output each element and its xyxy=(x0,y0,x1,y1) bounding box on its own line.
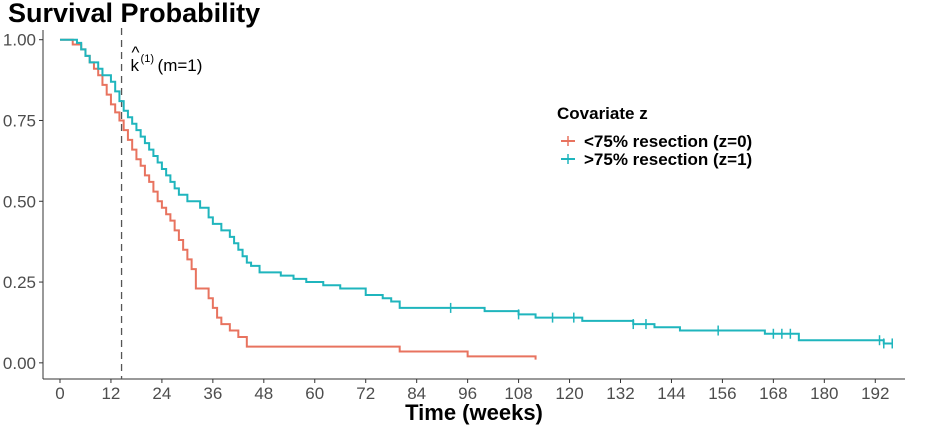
x-tick-label: 48 xyxy=(254,384,273,403)
x-tick-label: 120 xyxy=(555,384,583,403)
x-tick-label: 132 xyxy=(606,384,634,403)
y-tick-label: 0.00 xyxy=(3,354,36,373)
y-tick-label: 0.25 xyxy=(3,273,36,292)
x-tick-label: 24 xyxy=(152,384,171,403)
series-line-1 xyxy=(59,38,893,345)
legend: Covariate z <75% resection (z=0) >75% re… xyxy=(557,104,752,169)
annotation-hat: ^ xyxy=(132,43,140,62)
annotation-superscript: (1) xyxy=(141,53,154,65)
chart-title: Survival Probability xyxy=(8,0,260,28)
annotation: ^ k (1) (m=1) xyxy=(131,43,203,75)
x-tick-label: 192 xyxy=(861,384,889,403)
legend-label-series-0: <75% resection (z=0) xyxy=(584,132,752,151)
annotation-suffix: (m=1) xyxy=(158,56,203,75)
x-axis-ticks: 0 12 24 36 48 60 72 84 96 108 120 132 144 156 168 180 19… xyxy=(55,379,889,403)
x-tick-label: 72 xyxy=(356,384,375,403)
y-tick-label: 0.50 xyxy=(3,192,36,211)
x-tick-label: 84 xyxy=(407,384,426,403)
x-axis-title: Time (weeks) xyxy=(405,400,543,425)
x-tick-label: 0 xyxy=(55,384,64,403)
legend-item-series-0: <75% resection (z=0) xyxy=(561,132,752,151)
y-tick-label: 1.00 xyxy=(3,31,36,50)
x-tick-label: 108 xyxy=(504,384,532,403)
y-tick-label: 0.75 xyxy=(3,111,36,130)
legend-item-series-1: >75% resection (z=1) xyxy=(561,150,752,169)
legend-label-series-1: >75% resection (z=1) xyxy=(584,150,752,169)
annotation-k: k xyxy=(131,56,140,75)
legend-title: Covariate z xyxy=(557,104,648,123)
x-tick-label: 180 xyxy=(810,384,838,403)
x-tick-label: 96 xyxy=(458,384,477,403)
x-tick-label: 60 xyxy=(305,384,324,403)
x-tick-label: 144 xyxy=(657,384,685,403)
series-group xyxy=(59,38,894,360)
x-tick-label: 12 xyxy=(101,384,120,403)
series-line-0 xyxy=(59,38,537,360)
x-tick-label: 156 xyxy=(708,384,736,403)
x-tick-label: 168 xyxy=(759,384,787,403)
y-axis-ticks: 0.00 0.25 0.50 0.75 1.00 xyxy=(3,31,43,373)
x-tick-label: 36 xyxy=(203,384,222,403)
